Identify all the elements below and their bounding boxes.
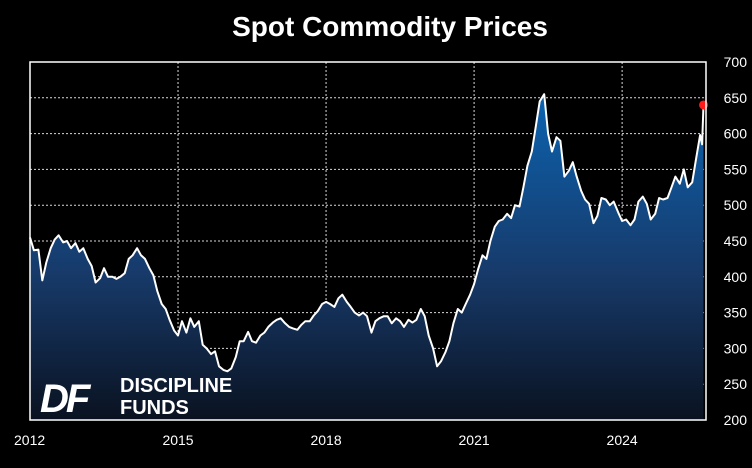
y-tick-label: 250: [724, 376, 748, 392]
y-axis: 200 250 300 350 400 450 500 550 600 650 700: [724, 54, 748, 428]
y-tick-label: 200: [724, 412, 748, 428]
y-tick-label: 700: [724, 54, 748, 70]
y-tick-label: 400: [724, 269, 748, 285]
y-tick-label: 600: [724, 126, 748, 142]
x-tick-label: 2015: [162, 432, 193, 448]
series-area-fill: [30, 94, 704, 420]
series-line: [29, 93, 705, 373]
x-tick-label: 2021: [459, 432, 490, 448]
y-tick-label: 450: [724, 233, 748, 249]
plot-border: [29, 61, 707, 421]
chart-title: Spot Commodity Prices: [232, 11, 548, 42]
logo-line-1: DISCIPLINE: [120, 375, 232, 397]
y-tick-label: 500: [724, 197, 748, 213]
y-tick-label: 550: [724, 161, 748, 177]
logo-mark: DF: [40, 377, 92, 421]
y-tick-label: 300: [724, 340, 748, 356]
x-tick-label: 2024: [607, 432, 638, 448]
x-tick-label: 2018: [310, 432, 341, 448]
x-tick-label: 2012: [14, 432, 45, 448]
y-tick-label: 350: [724, 305, 748, 321]
y-tick-label: 650: [724, 90, 748, 106]
x-axis: 2012 2015 2018 2021 2024: [14, 432, 638, 448]
logo-line-2: FUNDS: [120, 397, 189, 419]
discipline-funds-logo: DF DISCIPLINE FUNDS: [40, 375, 232, 421]
